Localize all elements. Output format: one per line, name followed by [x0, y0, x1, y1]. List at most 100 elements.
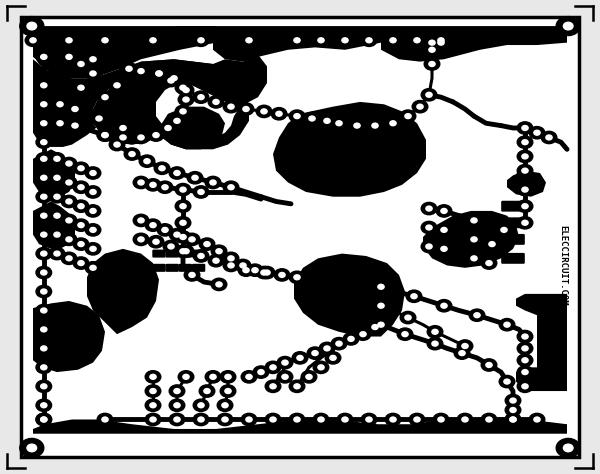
Circle shape	[61, 233, 77, 246]
Circle shape	[441, 228, 447, 232]
Circle shape	[169, 385, 185, 397]
Circle shape	[336, 121, 342, 126]
Circle shape	[198, 95, 204, 100]
Circle shape	[220, 385, 236, 397]
Circle shape	[85, 224, 101, 236]
Circle shape	[258, 370, 264, 374]
Circle shape	[522, 384, 528, 389]
Circle shape	[204, 389, 210, 393]
Circle shape	[168, 78, 174, 83]
Circle shape	[175, 231, 191, 243]
Circle shape	[223, 252, 239, 264]
Circle shape	[367, 119, 383, 132]
Circle shape	[78, 62, 84, 66]
Circle shape	[546, 135, 552, 140]
Circle shape	[436, 224, 452, 236]
Circle shape	[163, 240, 179, 253]
Circle shape	[67, 103, 83, 115]
Circle shape	[424, 36, 440, 49]
Circle shape	[438, 417, 444, 422]
Circle shape	[330, 356, 336, 360]
Circle shape	[274, 269, 290, 281]
Circle shape	[54, 232, 60, 237]
Circle shape	[501, 228, 507, 232]
Circle shape	[256, 266, 272, 279]
Circle shape	[457, 340, 473, 352]
Circle shape	[297, 356, 303, 360]
Circle shape	[73, 200, 89, 212]
Circle shape	[210, 374, 216, 379]
Circle shape	[265, 380, 281, 392]
Circle shape	[49, 210, 65, 222]
Circle shape	[61, 157, 77, 170]
Circle shape	[400, 110, 416, 122]
Circle shape	[36, 51, 52, 63]
Circle shape	[72, 123, 78, 128]
Circle shape	[121, 63, 137, 75]
Circle shape	[412, 100, 428, 113]
Circle shape	[145, 413, 161, 426]
Circle shape	[402, 332, 408, 337]
Circle shape	[41, 140, 47, 145]
Circle shape	[441, 303, 447, 308]
Circle shape	[49, 172, 65, 184]
Circle shape	[151, 67, 167, 80]
Circle shape	[265, 361, 281, 374]
Circle shape	[145, 34, 161, 46]
Circle shape	[355, 328, 371, 340]
Circle shape	[20, 17, 44, 36]
Circle shape	[85, 243, 101, 255]
Circle shape	[126, 66, 132, 71]
Circle shape	[534, 130, 540, 135]
Circle shape	[129, 152, 135, 156]
Circle shape	[271, 108, 287, 120]
Circle shape	[41, 308, 47, 313]
Circle shape	[165, 126, 171, 130]
Circle shape	[216, 249, 222, 254]
Circle shape	[222, 403, 228, 408]
Circle shape	[54, 213, 60, 218]
Circle shape	[61, 34, 77, 46]
Circle shape	[114, 142, 120, 147]
Circle shape	[390, 417, 396, 422]
Circle shape	[57, 121, 63, 126]
Circle shape	[304, 112, 320, 125]
Circle shape	[397, 328, 413, 340]
Circle shape	[36, 153, 52, 165]
Circle shape	[474, 313, 480, 318]
Circle shape	[556, 17, 580, 36]
Circle shape	[78, 166, 84, 171]
Circle shape	[510, 408, 516, 412]
Circle shape	[90, 246, 96, 251]
Circle shape	[417, 104, 423, 109]
Circle shape	[499, 319, 515, 331]
Circle shape	[406, 290, 422, 302]
Circle shape	[319, 342, 335, 355]
Circle shape	[385, 413, 401, 426]
Circle shape	[217, 399, 233, 411]
Circle shape	[159, 166, 165, 171]
Circle shape	[133, 176, 149, 189]
Circle shape	[193, 413, 209, 426]
Circle shape	[436, 300, 452, 312]
Circle shape	[41, 403, 47, 408]
Circle shape	[96, 116, 102, 121]
Circle shape	[466, 233, 482, 246]
Circle shape	[436, 243, 452, 255]
Circle shape	[208, 96, 224, 108]
Circle shape	[510, 398, 516, 403]
Text: ELECCIRCUIT.COM: ELECCIRCUIT.COM	[558, 225, 568, 306]
Circle shape	[36, 266, 52, 279]
Circle shape	[175, 82, 191, 94]
Circle shape	[193, 186, 209, 198]
Circle shape	[138, 180, 144, 185]
Circle shape	[97, 129, 113, 141]
Circle shape	[114, 83, 120, 88]
Circle shape	[187, 172, 203, 184]
Circle shape	[189, 273, 195, 277]
Circle shape	[211, 245, 227, 257]
Circle shape	[426, 92, 432, 97]
Circle shape	[27, 22, 37, 30]
Circle shape	[162, 185, 168, 190]
FancyBboxPatch shape	[166, 250, 178, 257]
